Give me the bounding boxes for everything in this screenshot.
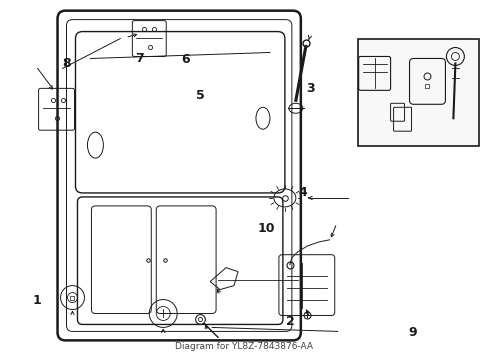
Text: 5: 5: [196, 89, 204, 102]
Text: 1: 1: [33, 294, 41, 307]
Bar: [357, 39, 478, 146]
Text: 9: 9: [407, 326, 416, 339]
Bar: [70, 296, 74, 300]
Text: 2: 2: [286, 315, 295, 328]
Text: 6: 6: [182, 53, 190, 66]
Text: 4: 4: [298, 186, 307, 199]
Text: 3: 3: [305, 82, 314, 95]
Text: 10: 10: [257, 222, 275, 235]
Text: 8: 8: [62, 57, 71, 70]
Text: 7: 7: [135, 51, 144, 64]
Text: Diagram for YL8Z-7843876-AA: Diagram for YL8Z-7843876-AA: [175, 342, 312, 351]
